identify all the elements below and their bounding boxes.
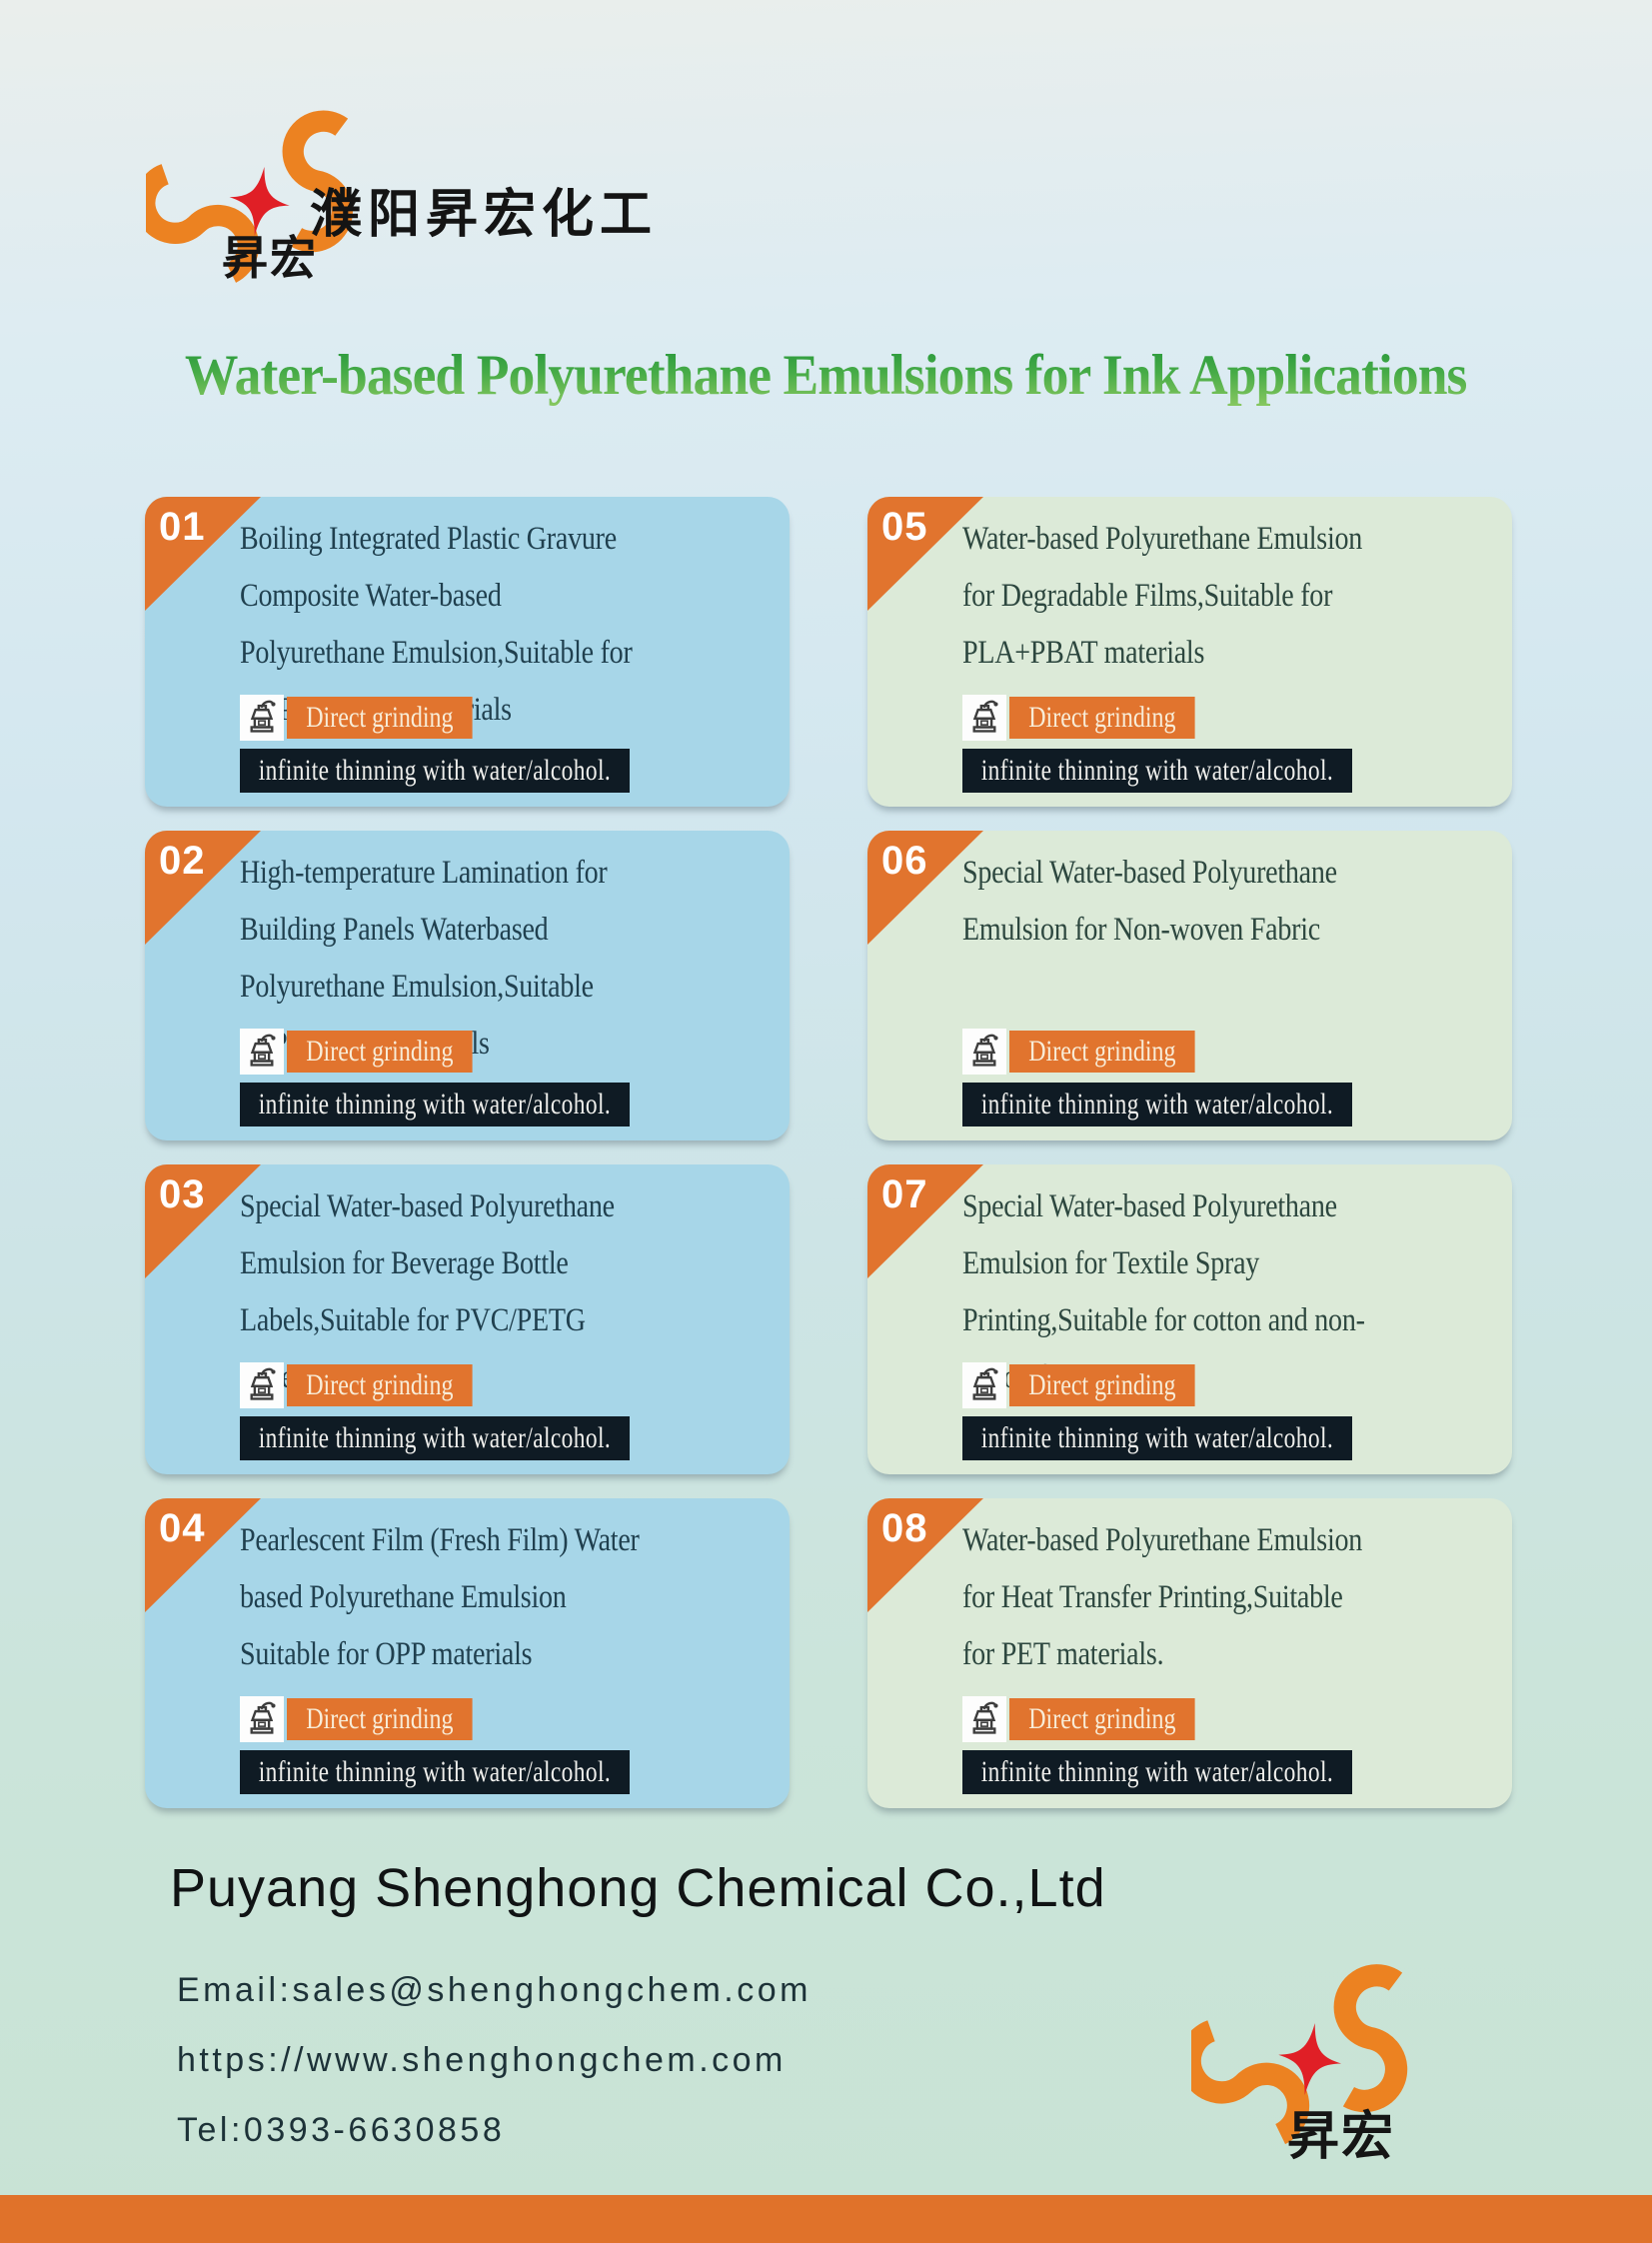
header-logo: 昇宏	[146, 96, 406, 296]
product-card-06: 06 Special Water-based Polyurethane Emul…	[867, 831, 1512, 1140]
infinite-thinning-bar: infinite thinning with water/alcohol.	[240, 1083, 630, 1126]
grinder-icon	[962, 1029, 1006, 1075]
grinder-icon	[240, 1362, 284, 1408]
grinder-icon	[962, 1696, 1006, 1742]
direct-grinding-badge: Direct grinding	[287, 697, 473, 739]
infinite-thinning-bar: infinite thinning with water/alcohol.	[962, 1416, 1352, 1460]
product-card-05: 05 Water-based Polyurethane Emulsion for…	[867, 497, 1512, 807]
direct-grinding-badge: Direct grinding	[1009, 1364, 1195, 1406]
direct-grinding-row: Direct grinding	[240, 695, 519, 741]
grinder-icon	[240, 1696, 284, 1742]
product-description: Water-based Polyurethane Emulsion for He…	[962, 1522, 1363, 1672]
logo-wordmark: 昇宏	[222, 232, 318, 284]
direct-grinding-badge: Direct grinding	[1009, 1031, 1195, 1073]
product-card-02: 02 High-temperature Lamination for Build…	[145, 831, 790, 1140]
bottom-accent-bar	[0, 2195, 1652, 2243]
card-number: 04	[159, 1506, 206, 1550]
product-description: Special Water-based Polyurethane Emulsio…	[962, 855, 1337, 948]
infinite-thinning-bar: infinite thinning with water/alcohol.	[962, 749, 1352, 793]
product-card-07: 07 Special Water-based Polyurethane Emul…	[867, 1164, 1512, 1474]
product-card-04: 04 Pearlescent Film (Fresh Film) Water b…	[145, 1498, 790, 1808]
direct-grinding-row: Direct grinding	[962, 1029, 1241, 1075]
infinite-thinning-bar: infinite thinning with water/alcohol.	[962, 1750, 1352, 1794]
card-number: 08	[881, 1506, 928, 1550]
product-card-08: 08 Water-based Polyurethane Emulsion for…	[867, 1498, 1512, 1808]
infinite-thinning-bar: infinite thinning with water/alcohol.	[962, 1083, 1352, 1126]
direct-grinding-row: Direct grinding	[240, 1696, 519, 1742]
grinder-icon	[240, 1029, 284, 1075]
website-text: https://www.shenghongchem.com	[177, 2041, 787, 2079]
grinder-icon	[240, 695, 284, 741]
direct-grinding-badge: Direct grinding	[1009, 697, 1195, 739]
card-number: 06	[881, 839, 928, 883]
footer-logo: 昇宏	[1191, 1949, 1421, 2189]
infinite-thinning-bar: infinite thinning with water/alcohol.	[240, 1416, 630, 1460]
direct-grinding-badge: Direct grinding	[287, 1031, 473, 1073]
email-text: Email:sales@shenghongchem.com	[177, 1971, 812, 2009]
infinite-thinning-bar: infinite thinning with water/alcohol.	[240, 749, 630, 793]
direct-grinding-row: Direct grinding	[962, 1362, 1241, 1408]
card-number: 03	[159, 1172, 206, 1216]
product-description: Special Water-based Polyurethane Emulsio…	[240, 1188, 615, 1395]
card-number: 07	[881, 1172, 928, 1216]
card-number: 02	[159, 839, 206, 883]
direct-grinding-row: Direct grinding	[962, 695, 1241, 741]
company-name-en: Puyang Shenghong Chemical Co.,Ltd	[170, 1858, 1106, 1918]
infinite-thinning-bar: infinite thinning with water/alcohol.	[240, 1750, 630, 1794]
product-description: Water-based Polyurethane Emulsion for De…	[962, 521, 1363, 671]
product-grid: 01 Boiling Integrated Plastic Gravure Co…	[145, 497, 1512, 1808]
product-description: Pearlescent Film (Fresh Film) Water base…	[240, 1522, 640, 1672]
grinder-icon	[962, 695, 1006, 741]
direct-grinding-row: Direct grinding	[240, 1362, 519, 1408]
grinder-icon	[962, 1362, 1006, 1408]
logo-wordmark: 昇宏	[1287, 2108, 1396, 2166]
company-name-cn: 濮阳昇宏化工	[310, 186, 659, 244]
direct-grinding-badge: Direct grinding	[287, 1364, 473, 1406]
card-number: 01	[159, 505, 206, 549]
tel-text: Tel:0393-6630858	[177, 2111, 506, 2149]
direct-grinding-row: Direct grinding	[240, 1029, 519, 1075]
direct-grinding-badge: Direct grinding	[1009, 1698, 1195, 1740]
page-title: Water-based Polyurethane Emulsions for I…	[185, 344, 1467, 408]
direct-grinding-badge: Direct grinding	[287, 1698, 473, 1740]
direct-grinding-row: Direct grinding	[962, 1696, 1241, 1742]
card-number: 05	[881, 505, 928, 549]
product-card-01: 01 Boiling Integrated Plastic Gravure Co…	[145, 497, 790, 807]
product-card-03: 03 Special Water-based Polyurethane Emul…	[145, 1164, 790, 1474]
